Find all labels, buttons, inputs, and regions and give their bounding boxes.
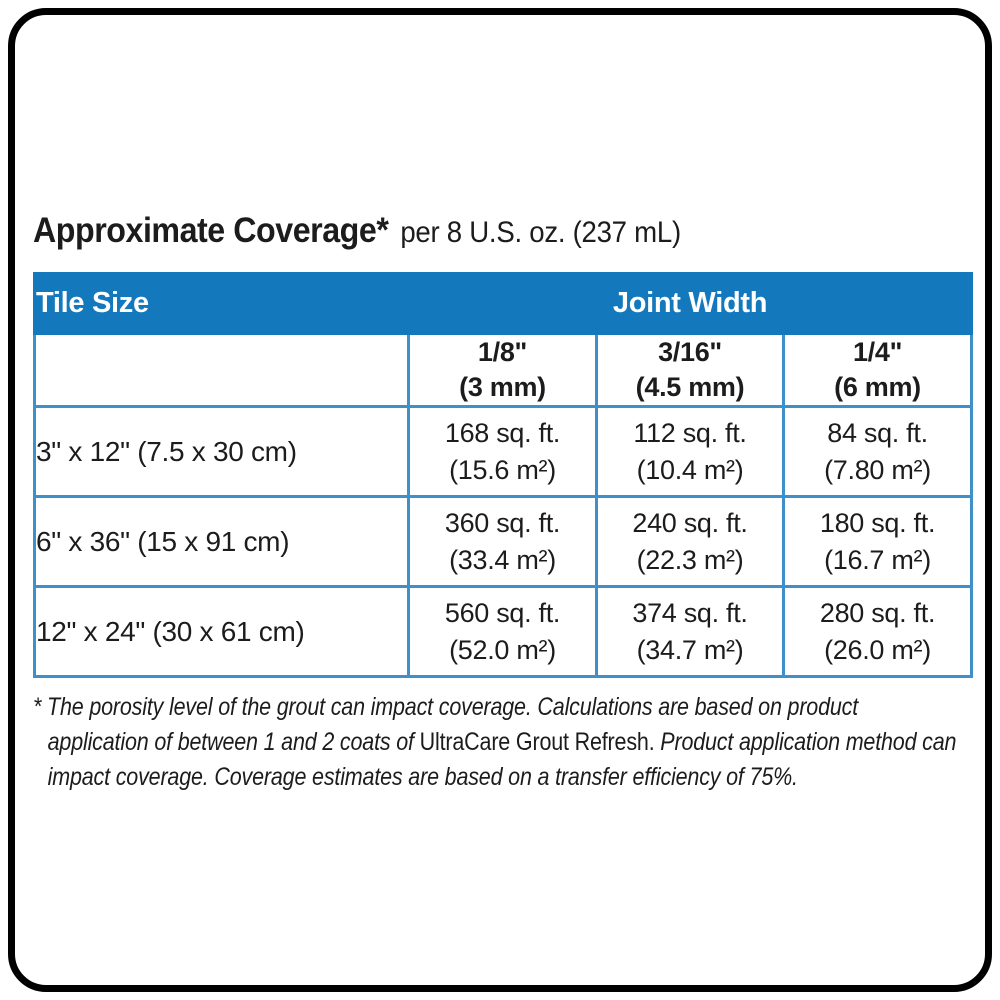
coverage-m2: (15.6 m²) bbox=[449, 454, 556, 485]
coverage-cell: 84 sq. ft. (7.80 m²) bbox=[781, 405, 974, 498]
coverage-m2: (16.7 m²) bbox=[824, 544, 931, 575]
coverage-cell: 168 sq. ft. (15.6 m²) bbox=[407, 405, 598, 498]
footnote: * The porosity level of the grout can im… bbox=[33, 690, 959, 795]
joint-width-mm: (3 mm) bbox=[459, 372, 546, 402]
coverage-sqft: 84 sq. ft. bbox=[827, 417, 928, 448]
coverage-cell: 280 sq. ft. (26.0 m²) bbox=[781, 585, 974, 678]
joint-width-value: 1/4" bbox=[852, 337, 903, 367]
coverage-m2: (52.0 m²) bbox=[449, 634, 556, 665]
joint-width-mm: (6 mm) bbox=[834, 372, 921, 402]
page-title: Approximate Coverage* bbox=[33, 211, 389, 250]
joint-width-mm: (4.5 mm) bbox=[635, 372, 745, 402]
tile-size-header: Tile Size bbox=[33, 272, 410, 335]
coverage-sqft: 240 sq. ft. bbox=[632, 507, 748, 538]
table-row: 12" x 24" (30 x 61 cm) 560 sq. ft. (52.0… bbox=[33, 585, 974, 678]
table-row: 3" x 12" (7.5 x 30 cm) 168 sq. ft. (15.6… bbox=[33, 405, 974, 498]
coverage-sqft: 374 sq. ft. bbox=[632, 597, 748, 628]
title-row: Approximate Coverage* per 8 U.S. oz. (23… bbox=[33, 211, 909, 251]
coverage-m2: (33.4 m²) bbox=[449, 544, 556, 575]
tile-size-cell: 12" x 24" (30 x 61 cm) bbox=[33, 585, 410, 678]
coverage-m2: (22.3 m²) bbox=[636, 544, 744, 575]
subheader-empty-cell bbox=[33, 332, 410, 408]
tile-size-cell: 3" x 12" (7.5 x 30 cm) bbox=[33, 405, 410, 498]
subheader-col-3: 1/4" (6 mm) bbox=[781, 332, 974, 408]
table-subheader-row: 1/8" (3 mm) 3/16" (4.5 mm) 1/4" (6 mm) bbox=[33, 332, 974, 408]
table-header-row: Tile Size Joint Width bbox=[33, 272, 974, 335]
coverage-m2: (26.0 m²) bbox=[824, 634, 931, 665]
coverage-cell: 180 sq. ft. (16.7 m²) bbox=[781, 495, 974, 588]
coverage-table: Tile Size Joint Width 1/8" (3 mm) 3/16" … bbox=[33, 272, 974, 678]
subheader-col-1: 1/8" (3 mm) bbox=[407, 332, 598, 408]
coverage-cell: 374 sq. ft. (34.7 m²) bbox=[595, 585, 785, 678]
coverage-cell: 240 sq. ft. (22.3 m²) bbox=[595, 495, 785, 588]
joint-width-value: 3/16" bbox=[658, 337, 722, 367]
coverage-sqft: 112 sq. ft. bbox=[633, 417, 747, 448]
coverage-cell: 112 sq. ft. (10.4 m²) bbox=[595, 405, 785, 498]
coverage-m2: (7.80 m²) bbox=[824, 454, 931, 485]
subheader-col-2: 3/16" (4.5 mm) bbox=[595, 332, 785, 408]
joint-width-header: Joint Width bbox=[406, 272, 974, 335]
footnote-text-2: Product application method can impact co… bbox=[47, 728, 957, 791]
coverage-sqft: 168 sq. ft. bbox=[444, 417, 561, 448]
coverage-m2: (34.7 m²) bbox=[636, 634, 744, 665]
footnote-asterisk: * bbox=[33, 693, 42, 721]
coverage-sqft: 360 sq. ft. bbox=[444, 507, 561, 538]
footnote-text-1: The porosity level of the grout can impa… bbox=[47, 693, 859, 756]
tile-size-cell: 6" x 36" (15 x 91 cm) bbox=[33, 495, 410, 588]
coverage-info-card: Approximate Coverage* per 8 U.S. oz. (23… bbox=[8, 8, 992, 992]
coverage-cell: 360 sq. ft. (33.4 m²) bbox=[407, 495, 598, 588]
page-subtitle: per 8 U.S. oz. (237 mL) bbox=[400, 216, 681, 249]
joint-width-value: 1/8" bbox=[477, 337, 528, 367]
coverage-m2: (10.4 m²) bbox=[636, 454, 744, 485]
coverage-sqft: 280 sq. ft. bbox=[819, 597, 936, 628]
coverage-cell: 560 sq. ft. (52.0 m²) bbox=[407, 585, 598, 678]
product-brand-name: UltraCare Grout Refresh. bbox=[419, 728, 655, 756]
table-row: 6" x 36" (15 x 91 cm) 360 sq. ft. (33.4 … bbox=[33, 495, 974, 588]
coverage-sqft: 180 sq. ft. bbox=[819, 507, 936, 538]
coverage-sqft: 560 sq. ft. bbox=[444, 597, 561, 628]
